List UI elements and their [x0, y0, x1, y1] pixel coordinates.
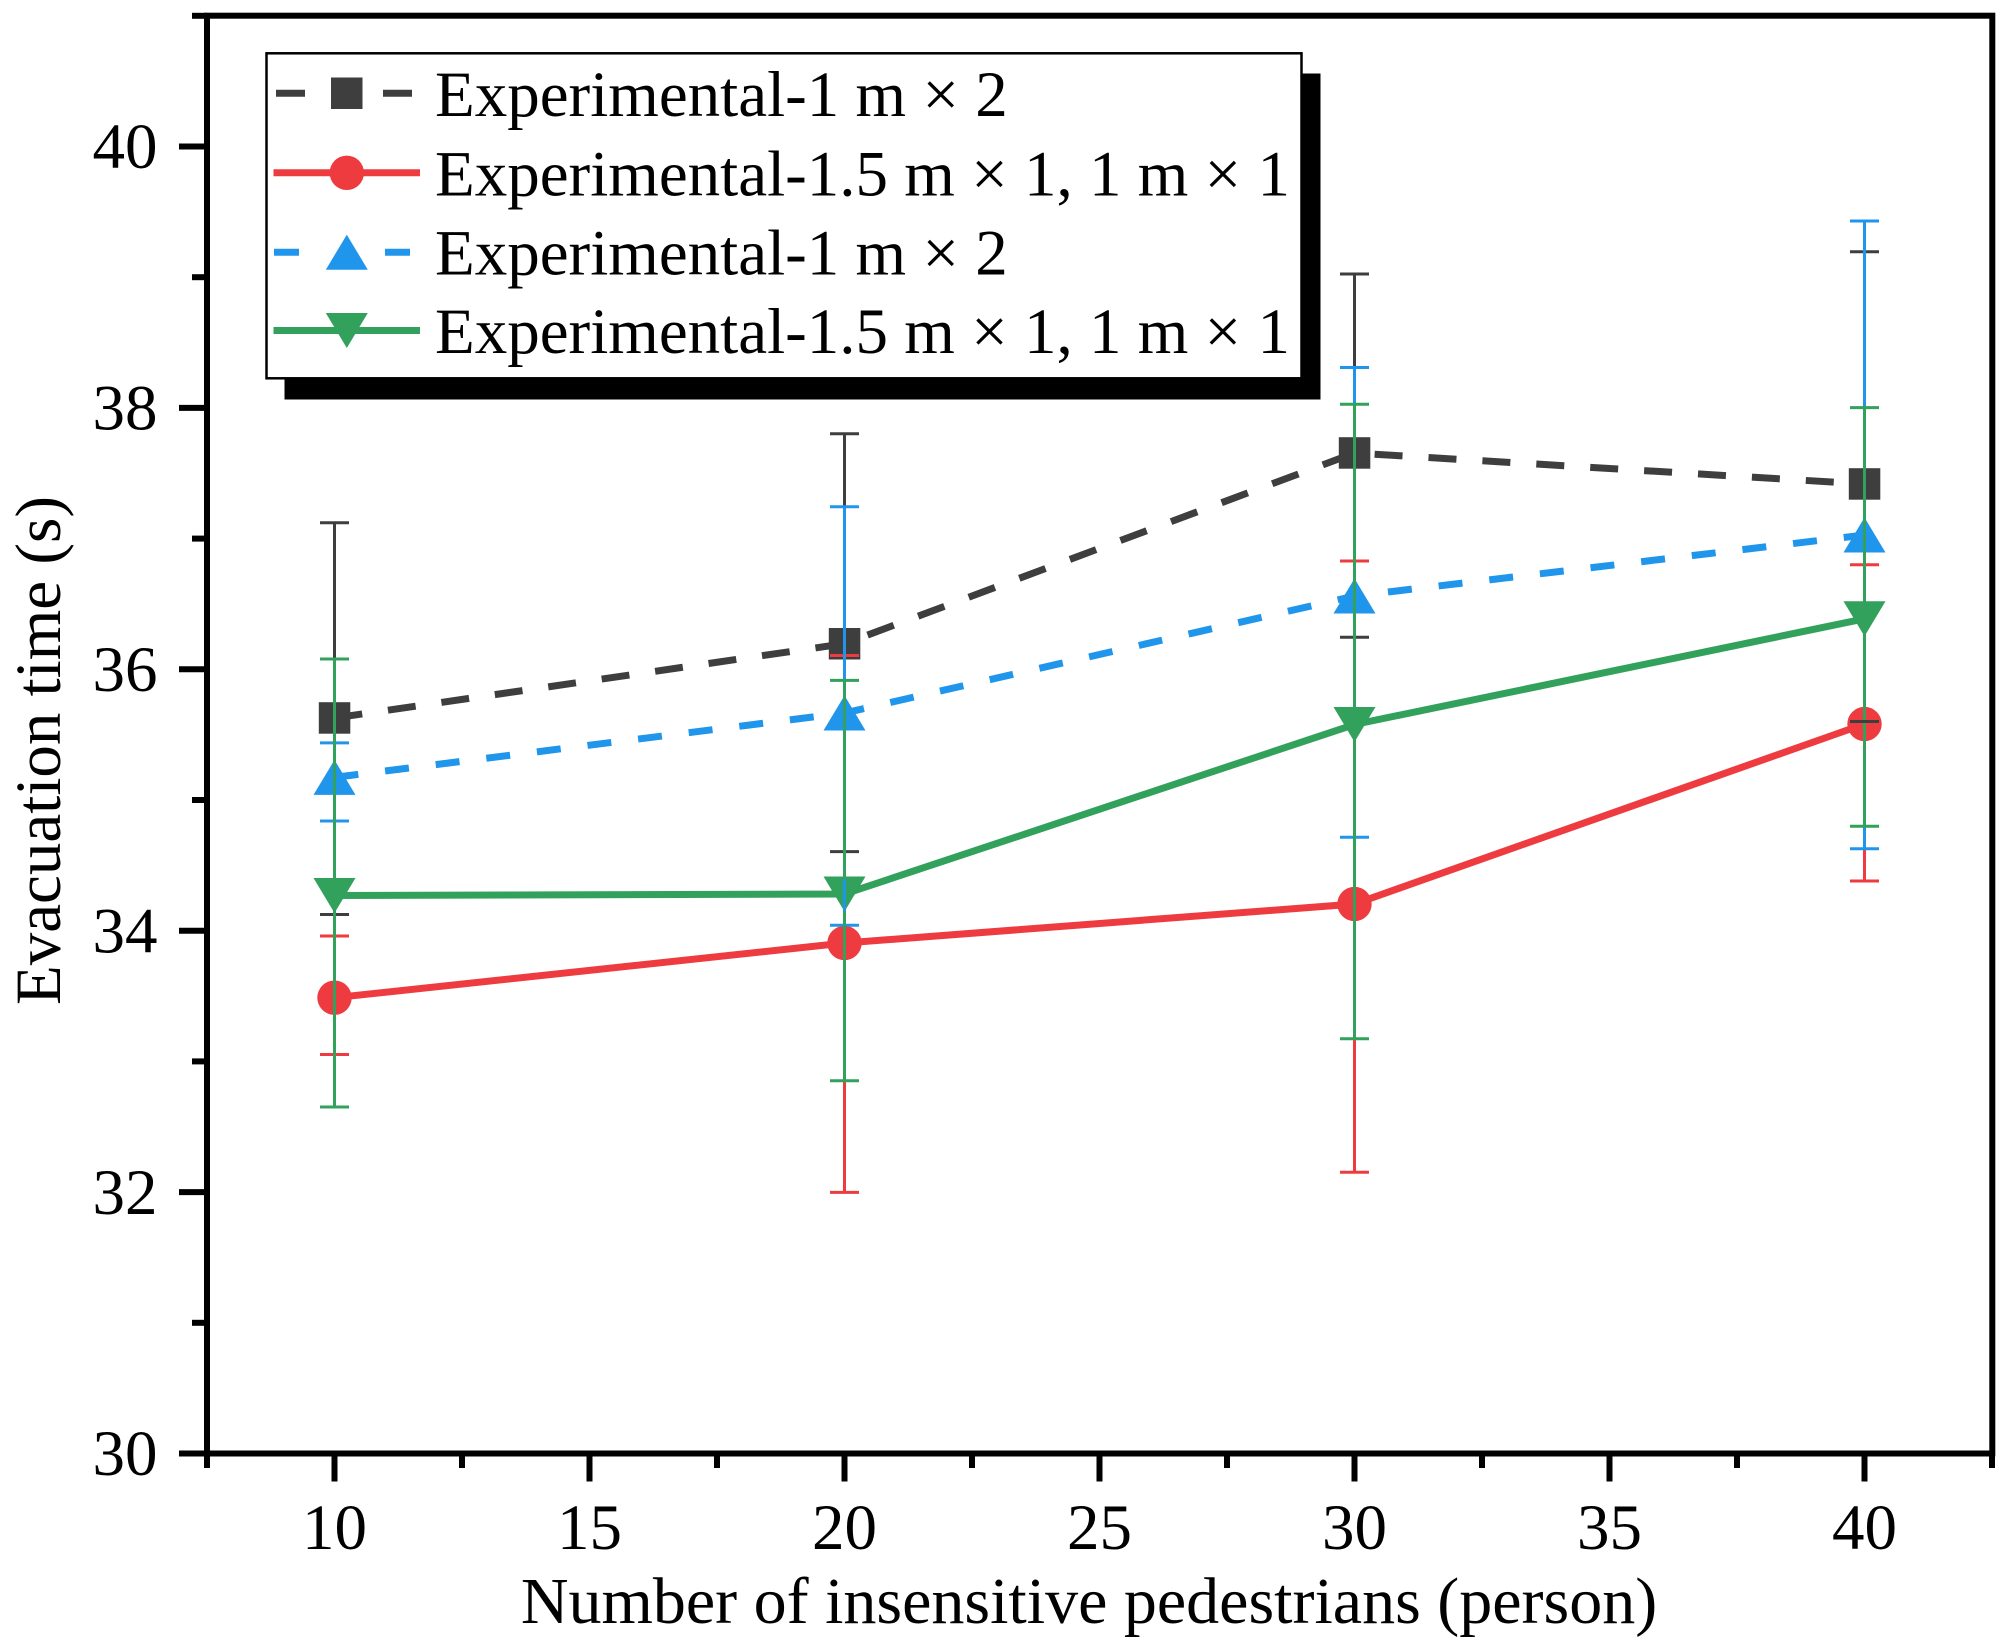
svg-text:Evacuation time (s): Evacuation time (s)	[3, 496, 75, 1005]
svg-text:38: 38	[93, 373, 158, 445]
svg-text:34: 34	[93, 895, 158, 967]
svg-text:30: 30	[1322, 1492, 1387, 1564]
svg-text:20: 20	[812, 1492, 877, 1564]
svg-text:32: 32	[93, 1157, 158, 1229]
svg-text:Number of insensitive pedestri: Number of insensitive pedestrians (perso…	[521, 1565, 1657, 1638]
svg-text:25: 25	[1067, 1492, 1132, 1564]
svg-text:30: 30	[93, 1418, 158, 1490]
svg-text:Experimental-1.5 m × 1, 1 m ×: Experimental-1.5 m × 1, 1 m × 1	[435, 296, 1290, 368]
svg-text:36: 36	[93, 634, 158, 706]
svg-text:Experimental-1 m × 2: Experimental-1 m × 2	[435, 59, 1008, 131]
svg-text:10: 10	[302, 1492, 367, 1564]
svg-text:35: 35	[1577, 1492, 1642, 1564]
svg-text:Experimental-1.5 m × 1, 1 m ×: Experimental-1.5 m × 1, 1 m × 1	[435, 138, 1290, 210]
svg-text:40: 40	[93, 111, 158, 183]
svg-text:Experimental-1 m × 2: Experimental-1 m × 2	[435, 218, 1008, 290]
svg-text:15: 15	[557, 1492, 622, 1564]
svg-text:40: 40	[1832, 1492, 1897, 1564]
